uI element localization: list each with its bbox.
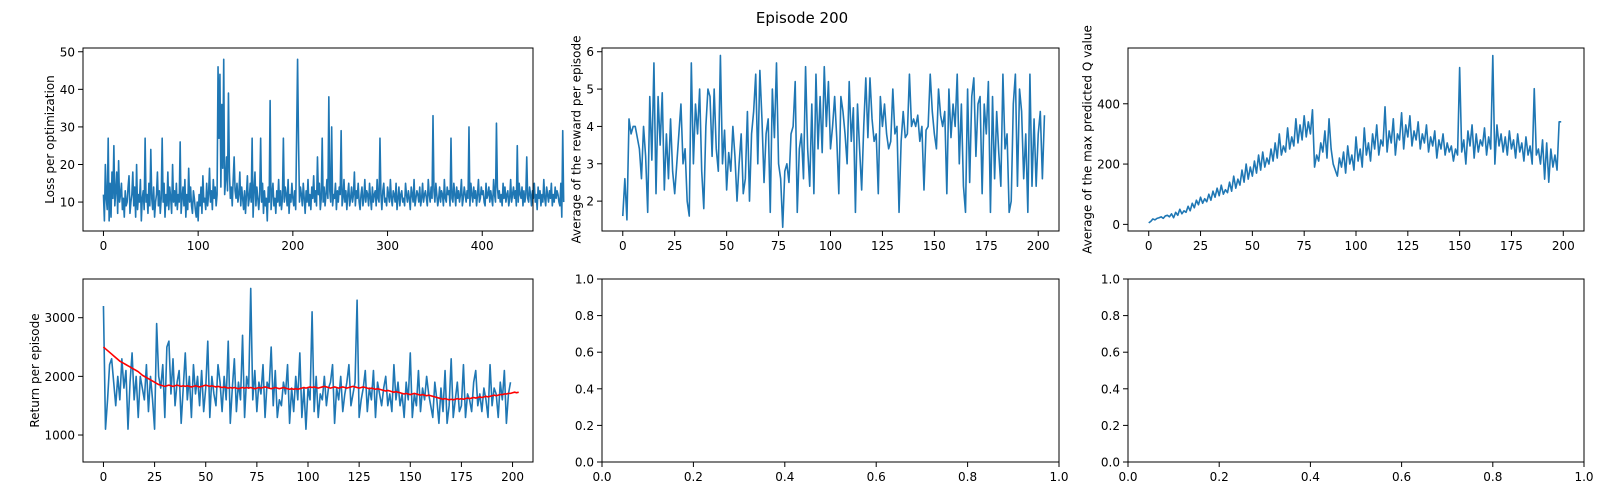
x-tick-label: 125 xyxy=(1396,239,1419,253)
x-tick-label: 100 xyxy=(297,470,320,484)
x-tick-label: 0 xyxy=(100,470,108,484)
x-tick-label: 200 xyxy=(1552,239,1575,253)
y-tick-label: 20 xyxy=(60,158,75,172)
x-tick-label: 50 xyxy=(198,470,213,484)
x-tick-label: 200 xyxy=(1027,239,1050,253)
y-tick-label: 0.0 xyxy=(575,456,594,470)
x-tick-label: 25 xyxy=(1193,239,1208,253)
x-tick-label: 0.6 xyxy=(867,470,886,484)
x-tick-label: 0.2 xyxy=(1210,470,1229,484)
y-tick-label: 1.0 xyxy=(1101,273,1120,287)
x-tick-label: 50 xyxy=(1245,239,1260,253)
y-tick-label: 0.4 xyxy=(1101,382,1120,396)
y-tick-label: 0.8 xyxy=(1101,309,1120,323)
figure-title: Episode 200 xyxy=(756,9,848,27)
axes-frame xyxy=(1127,278,1585,463)
x-tick-label: 0.0 xyxy=(592,470,611,484)
y-tick-label: 0.2 xyxy=(575,419,594,433)
axes-frame xyxy=(82,278,534,463)
y-tick-label: 0.8 xyxy=(575,309,594,323)
x-tick-label: 175 xyxy=(975,239,998,253)
x-tick-label: 0.8 xyxy=(958,470,977,484)
x-tick-label: 0.4 xyxy=(775,470,794,484)
x-tick-label: 400 xyxy=(471,239,494,253)
y-tick-label: 50 xyxy=(60,45,75,59)
subplot-loss: 0 100 200 300 400 10 20 30 40 50 Loss per optimiza… xyxy=(43,45,565,253)
x-tick-label: 150 xyxy=(399,470,422,484)
x-tick-label: 150 xyxy=(1448,239,1471,253)
x-tick-label: 50 xyxy=(719,239,734,253)
x-tick-label: 100 xyxy=(1345,239,1368,253)
x-tick-label: 0 xyxy=(100,239,108,253)
y-axis-label: Average of the max predicted Q value xyxy=(1081,25,1095,254)
y-axis-label: Return per episode xyxy=(28,313,42,427)
series-line xyxy=(102,58,565,222)
x-tick-label: 100 xyxy=(819,239,842,253)
x-tick-label: 75 xyxy=(771,239,786,253)
x-tick-label: 125 xyxy=(871,239,894,253)
series-line xyxy=(621,54,1046,229)
x-tick-label: 0.0 xyxy=(1118,470,1137,484)
y-tick-label: 3000 xyxy=(44,311,75,325)
y-tick-label: 0.0 xyxy=(1101,456,1120,470)
subplot-empty-1: 0.0 0.2 0.4 0.6 0.8 1.0 0.0 0.2 0.4 0.6 0.8 1.0 xyxy=(575,273,1069,485)
x-tick-label: 200 xyxy=(501,470,524,484)
x-tick-label: 0.2 xyxy=(684,470,703,484)
axes-frame xyxy=(601,278,1060,463)
y-tick-label: 0 xyxy=(1112,218,1120,232)
y-axis-label: Loss per optimization xyxy=(43,75,57,204)
x-tick-label: 175 xyxy=(450,470,473,484)
x-tick-label: 300 xyxy=(376,239,399,253)
y-tick-label: 2 xyxy=(586,195,594,209)
y-tick-label: 5 xyxy=(586,83,594,97)
y-tick-label: 3 xyxy=(586,157,594,171)
y-tick-label: 30 xyxy=(60,120,75,134)
x-tick-label: 75 xyxy=(249,470,264,484)
y-tick-label: 0.6 xyxy=(575,346,594,360)
x-tick-label: 175 xyxy=(1500,239,1523,253)
y-tick-label: 1000 xyxy=(44,429,75,443)
y-tick-label: 400 xyxy=(1097,97,1120,111)
y-tick-label: 1.0 xyxy=(575,273,594,287)
x-tick-label: 100 xyxy=(187,239,210,253)
y-tick-label: 200 xyxy=(1097,158,1120,172)
x-tick-label: 125 xyxy=(348,470,371,484)
x-tick-label: 1.0 xyxy=(1574,470,1593,484)
x-tick-label: 150 xyxy=(923,239,946,253)
x-tick-label: 1.0 xyxy=(1049,470,1068,484)
y-tick-label: 0.2 xyxy=(1101,419,1120,433)
axes-frame xyxy=(82,47,534,232)
y-tick-label: 10 xyxy=(60,196,75,210)
subplot-empty-2: 0.0 0.2 0.4 0.6 0.8 1.0 0.0 0.2 0.4 0.6 0.8 1.0 xyxy=(1101,273,1594,485)
moving-average-line xyxy=(102,346,519,401)
subplot-return: 0 25 50 75 100 125 150 175 200 1000 2000 3000Return… xyxy=(28,278,534,484)
y-tick-label: 0.6 xyxy=(1101,346,1120,360)
y-axis-label: Average of the reward per episode xyxy=(570,35,584,243)
y-tick-label: 4 xyxy=(586,120,594,134)
x-tick-label: 25 xyxy=(667,239,682,253)
x-tick-label: 75 xyxy=(1297,239,1312,253)
x-tick-label: 0 xyxy=(1145,239,1153,253)
y-tick-label: 0.4 xyxy=(575,382,594,396)
y-tick-label: 2000 xyxy=(44,370,75,384)
x-tick-label: 0.8 xyxy=(1483,470,1502,484)
x-tick-label: 200 xyxy=(281,239,304,253)
x-tick-label: 25 xyxy=(147,470,162,484)
x-tick-label: 0.4 xyxy=(1301,470,1320,484)
series-line xyxy=(102,287,512,430)
x-tick-label: 0.6 xyxy=(1392,470,1411,484)
x-tick-label: 0 xyxy=(619,239,627,253)
y-tick-label: 6 xyxy=(586,45,594,59)
y-tick-label: 40 xyxy=(60,83,75,97)
series-line xyxy=(1148,54,1562,224)
